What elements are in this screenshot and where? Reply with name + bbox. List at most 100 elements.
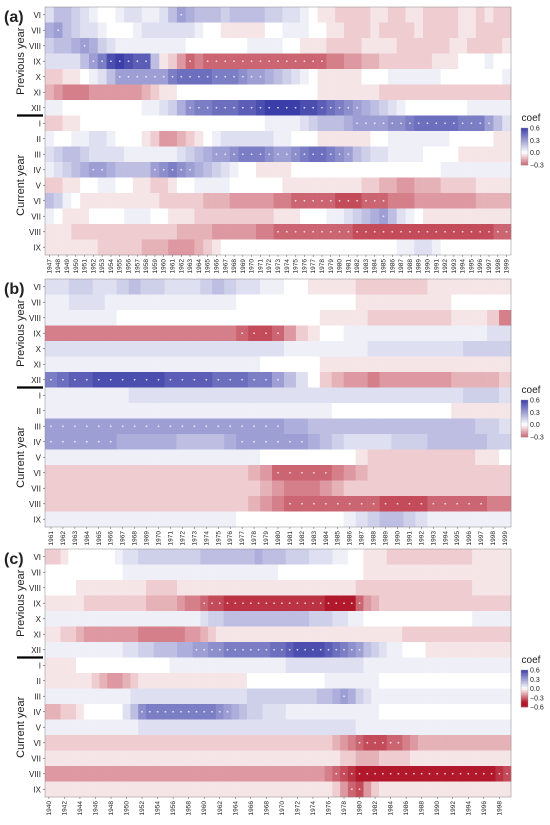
heatmap-cell — [92, 310, 106, 326]
heatmap-cell — [212, 22, 222, 39]
heatmap-cell — [417, 704, 426, 720]
heatmap-cell — [484, 208, 494, 225]
heatmap-cell — [293, 688, 302, 705]
heatmap-cell — [153, 626, 162, 643]
heatmap-cell — [439, 387, 452, 404]
heatmap-cell — [239, 735, 248, 751]
heatmap-cell — [114, 626, 123, 643]
heatmap-cell — [324, 719, 333, 736]
heatmap-cell — [247, 38, 257, 54]
heatmap-cell — [493, 84, 503, 101]
heatmap-cell — [355, 341, 368, 357]
heatmap-cell — [248, 403, 261, 419]
heatmap-cell — [343, 325, 356, 342]
heatmap-cell — [451, 418, 464, 435]
heatmap-cell — [247, 22, 257, 39]
heatmap-cell — [495, 611, 504, 627]
legend-swatch — [521, 135, 528, 138]
heatmap-cell — [499, 403, 512, 419]
heatmap-cell — [83, 657, 92, 674]
heatmap-cell — [396, 53, 406, 70]
heatmap-cell — [200, 480, 213, 497]
heatmap-cell — [355, 279, 368, 295]
heatmap-cell — [472, 750, 481, 767]
heatmap-cell — [60, 766, 69, 782]
heatmap-cell — [200, 341, 213, 357]
heatmap-cell — [239, 750, 248, 767]
heatmap-cell — [270, 564, 279, 581]
significance-dot — [169, 378, 172, 381]
heatmap-cell — [140, 465, 153, 481]
heatmap-cell — [403, 465, 416, 481]
heatmap-cell — [495, 704, 504, 720]
heatmap-cell — [472, 611, 481, 627]
heatmap-cell — [223, 766, 232, 782]
significance-dot — [62, 425, 64, 428]
heatmap-cell — [402, 611, 411, 627]
heatmap-cell — [107, 580, 116, 596]
heatmap-cell — [140, 387, 153, 404]
heatmap-cell — [68, 750, 77, 767]
significance-dot — [289, 471, 291, 474]
heatmap-cell — [417, 657, 426, 674]
legend-swatch — [521, 424, 528, 427]
heatmap-cell — [463, 356, 476, 373]
significance-dot — [338, 153, 341, 156]
heatmap-cell — [116, 279, 129, 295]
heatmap-cell — [236, 356, 249, 373]
heatmap-cell — [278, 781, 287, 798]
x-tick-label: 1984 — [388, 801, 395, 816]
heatmap-cell — [203, 7, 213, 23]
heatmap-cell — [464, 657, 473, 674]
heatmap-cell — [317, 22, 327, 39]
heatmap-cell — [464, 719, 473, 736]
heatmap-cell — [132, 193, 143, 209]
heatmap-cell — [152, 325, 165, 342]
heatmap-cell — [472, 626, 481, 643]
heatmap-cell — [439, 325, 452, 342]
heatmap-cell — [91, 580, 100, 596]
heatmap-cell — [307, 418, 321, 435]
heatmap-cell — [161, 642, 170, 658]
heatmap-cell — [92, 387, 106, 404]
heatmap-cell — [152, 310, 165, 326]
heatmap-cell — [215, 626, 224, 643]
heatmap-cell — [97, 146, 107, 163]
heatmap-cell — [153, 766, 162, 782]
heatmap-cell — [352, 53, 362, 70]
x-tick-label: 1973 — [191, 531, 198, 546]
heatmap-cell — [417, 564, 426, 581]
heatmap-cell — [124, 84, 134, 101]
significance-dot — [73, 425, 76, 428]
legend-swatch — [521, 703, 528, 706]
heatmap-cell — [194, 131, 204, 147]
heatmap-cell — [104, 356, 117, 373]
heatmap-cell — [367, 418, 380, 435]
heatmap-cell — [248, 480, 261, 497]
heatmap-cell — [132, 115, 143, 132]
heatmap-cell — [431, 131, 441, 147]
heatmap-cell — [248, 496, 261, 512]
heatmap-cell — [97, 84, 107, 101]
significance-dot — [400, 122, 402, 125]
heatmap-cell — [456, 735, 465, 751]
heatmap-cell — [475, 294, 488, 311]
row-label: II — [37, 135, 41, 144]
heatmap-cell — [122, 549, 131, 565]
heatmap-cell — [319, 449, 333, 466]
legend-swatch — [521, 151, 528, 153]
heatmap-cell — [352, 22, 362, 39]
significance-dot — [384, 502, 387, 505]
x-tick-label: 1980 — [337, 259, 344, 274]
heatmap-cell — [212, 356, 225, 373]
heatmap-cell — [448, 657, 457, 674]
heatmap-cell — [53, 53, 63, 70]
heatmap-cell — [164, 387, 177, 404]
heatmap-cell — [80, 100, 90, 116]
heatmap-cell — [229, 208, 239, 225]
heatmap-cell — [76, 781, 85, 798]
heatmap-cell — [264, 115, 274, 132]
heatmap-cell — [88, 131, 99, 147]
heatmap-cell — [475, 480, 488, 497]
row-label: VII — [31, 484, 41, 493]
